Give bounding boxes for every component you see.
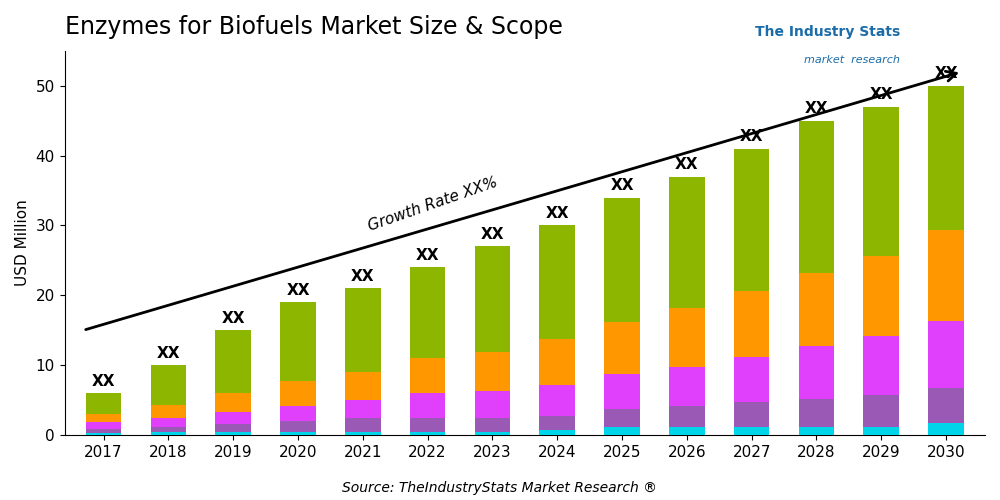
Bar: [928, 230, 964, 322]
Bar: [863, 336, 899, 396]
Bar: [215, 412, 251, 424]
Bar: [539, 385, 575, 416]
Bar: [345, 400, 381, 418]
Bar: [280, 422, 316, 432]
Bar: [86, 414, 121, 422]
Bar: [928, 322, 964, 388]
Bar: [280, 406, 316, 421]
Bar: [215, 432, 251, 436]
Bar: [734, 357, 769, 403]
Bar: [475, 390, 510, 418]
Bar: [669, 406, 705, 427]
Bar: [863, 106, 899, 256]
Bar: [863, 427, 899, 436]
Bar: [863, 396, 899, 427]
Bar: [151, 366, 186, 405]
Bar: [799, 399, 834, 427]
Text: market  research: market research: [804, 55, 900, 65]
Bar: [475, 432, 510, 436]
Bar: [669, 427, 705, 436]
Bar: [215, 330, 251, 392]
Bar: [928, 422, 964, 436]
Text: XX: XX: [675, 158, 699, 172]
Text: Enzymes for Biofuels Market Size & Scope: Enzymes for Biofuels Market Size & Scope: [65, 15, 563, 39]
Text: XX: XX: [416, 248, 439, 264]
Text: XX: XX: [870, 88, 893, 102]
Bar: [151, 405, 186, 418]
Bar: [734, 290, 769, 357]
Bar: [669, 176, 705, 308]
Bar: [604, 427, 640, 436]
Bar: [475, 246, 510, 352]
Bar: [86, 429, 121, 433]
Bar: [928, 388, 964, 422]
Bar: [345, 372, 381, 400]
Bar: [799, 427, 834, 436]
Bar: [151, 432, 186, 436]
Text: XX: XX: [805, 102, 828, 116]
Bar: [539, 340, 575, 385]
Bar: [151, 427, 186, 432]
Text: The Industry Stats: The Industry Stats: [755, 25, 900, 39]
Bar: [539, 430, 575, 436]
Bar: [799, 273, 834, 346]
Text: XX: XX: [221, 311, 245, 326]
Bar: [280, 432, 316, 436]
Bar: [604, 410, 640, 427]
Bar: [410, 268, 445, 358]
Text: XX: XX: [545, 206, 569, 222]
Bar: [734, 427, 769, 436]
Bar: [410, 394, 445, 418]
Text: XX: XX: [157, 346, 180, 361]
Bar: [151, 418, 186, 427]
Text: XX: XX: [934, 66, 958, 82]
Text: XX: XX: [610, 178, 634, 194]
Bar: [539, 226, 575, 340]
Text: XX: XX: [481, 228, 504, 242]
Bar: [86, 433, 121, 436]
Bar: [799, 120, 834, 273]
Bar: [345, 432, 381, 436]
Bar: [604, 322, 640, 374]
Bar: [410, 432, 445, 436]
Bar: [280, 382, 316, 406]
Bar: [475, 418, 510, 432]
Text: XX: XX: [351, 269, 375, 284]
Bar: [863, 256, 899, 336]
Bar: [345, 288, 381, 372]
Bar: [604, 374, 640, 410]
Bar: [734, 148, 769, 290]
Bar: [86, 394, 121, 413]
Text: XX: XX: [286, 283, 310, 298]
Bar: [86, 422, 121, 429]
Text: Growth Rate XX%: Growth Rate XX%: [366, 175, 500, 234]
Bar: [345, 418, 381, 432]
Bar: [734, 402, 769, 427]
Bar: [410, 418, 445, 432]
Bar: [410, 358, 445, 394]
Text: XX: XX: [740, 130, 763, 144]
Bar: [475, 352, 510, 391]
Text: XX: XX: [92, 374, 115, 389]
Y-axis label: USD Million: USD Million: [15, 200, 30, 286]
Bar: [799, 346, 834, 399]
Text: Source: TheIndustryStats Market Research ®: Source: TheIndustryStats Market Research…: [342, 481, 658, 495]
Bar: [604, 198, 640, 322]
Bar: [669, 368, 705, 406]
Bar: [539, 416, 575, 430]
Bar: [215, 392, 251, 411]
Bar: [280, 302, 316, 382]
Bar: [215, 424, 251, 432]
Bar: [928, 86, 964, 231]
Bar: [669, 308, 705, 368]
